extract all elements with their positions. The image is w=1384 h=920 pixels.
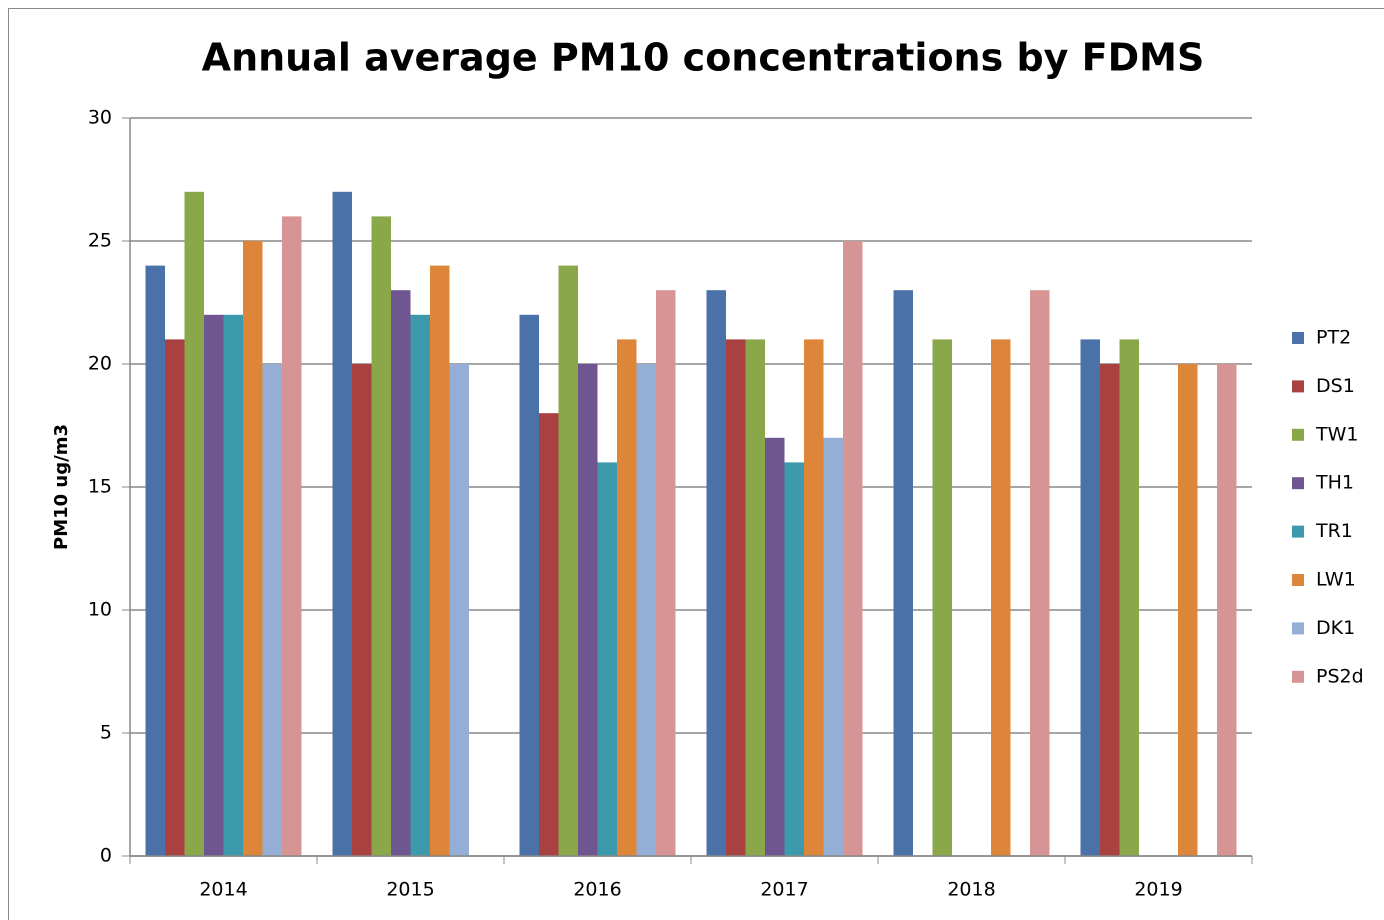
bar [656,290,676,856]
legend-swatch [1292,670,1304,683]
y-tick-label: 30 [88,107,112,129]
bar [1100,364,1120,856]
legend-label: LW1 [1316,569,1356,591]
bar [145,265,165,857]
x-tick-label: 2015 [386,879,434,901]
bar [539,413,559,856]
y-tick-label: 20 [88,353,112,375]
bar [804,339,824,856]
bar [391,290,411,856]
bar [843,241,863,856]
bar [1178,364,1198,856]
bar [332,191,352,857]
legend-label: DK1 [1316,617,1355,639]
bar [765,437,785,856]
bar [223,314,243,856]
bar [991,339,1011,856]
legend-swatch [1292,622,1304,635]
bar [184,191,204,857]
legend-label: TW1 [1315,423,1358,445]
legend-label: PS2d [1316,665,1364,687]
y-tick-label: 15 [88,476,112,498]
bar [726,339,746,856]
legend-swatch [1292,380,1304,393]
legend-swatch [1292,428,1304,441]
bar [617,339,637,856]
bar [410,314,430,856]
bar [893,290,913,856]
bar [449,364,469,856]
x-tick-label: 2017 [760,879,808,901]
bar [282,216,302,856]
bar [558,265,578,857]
bar [519,314,539,856]
x-tick-label: 2019 [1134,879,1182,901]
bar [262,364,282,856]
legend-label: TH1 [1315,472,1354,494]
bar [706,290,726,856]
bar [745,339,765,856]
bar [578,364,598,856]
legend-swatch [1292,477,1304,490]
bar [784,462,804,856]
y-axis-title: PM10 ug/m3 [51,424,72,550]
bar [430,265,450,857]
bar [1030,290,1050,856]
bar [352,364,372,856]
bar [204,314,224,856]
legend-swatch [1292,525,1304,538]
legend-swatch [1292,332,1304,344]
bar [1217,364,1237,856]
bar [1080,339,1100,856]
y-tick-label: 10 [88,599,112,621]
y-tick-label: 25 [88,230,112,252]
bar [1119,339,1139,856]
bar [636,364,656,856]
legend-swatch [1292,574,1304,586]
bar [371,216,391,856]
x-tick-label: 2018 [947,879,995,901]
y-tick-label: 0 [100,845,112,867]
bar [597,462,617,856]
bar [243,241,263,856]
legend-label: DS1 [1316,375,1355,397]
legend-label: PT2 [1316,327,1351,349]
bar [932,339,952,856]
x-tick-label: 2016 [573,879,621,901]
y-tick-label: 5 [100,722,112,744]
bar [823,437,843,856]
x-tick-label: 2014 [199,879,247,901]
legend-label: TR1 [1315,520,1353,542]
chart-title: Annual average PM10 concentrations by FD… [202,36,1205,80]
bar [165,339,185,856]
